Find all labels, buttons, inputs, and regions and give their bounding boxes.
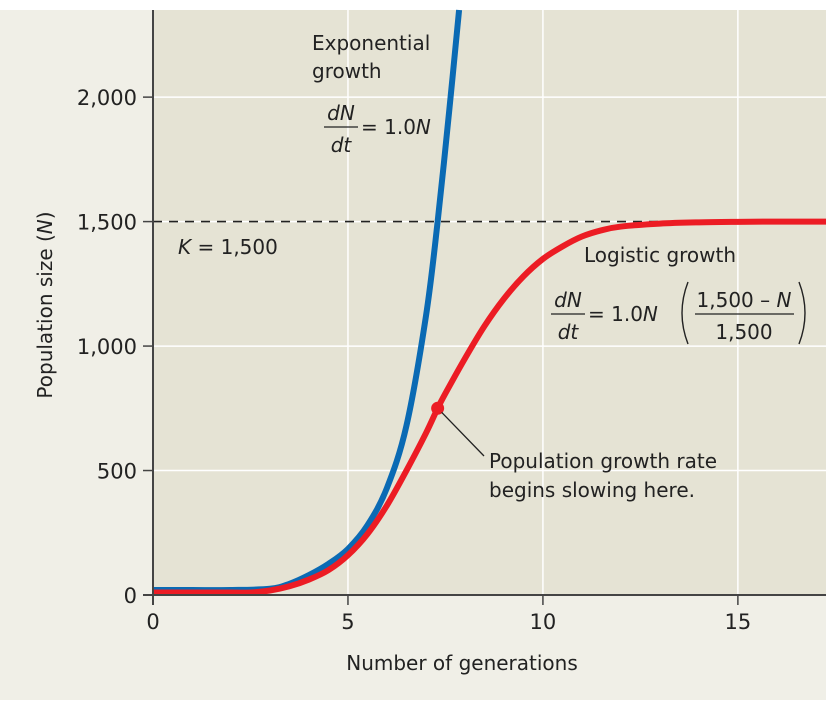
logistic-annotation: Logistic growth dN dt = 1.0N 1,500 – N 1…: [551, 243, 806, 345]
logistic-eq-num: dN: [554, 288, 582, 312]
exponential-eq-den: dt: [331, 133, 353, 157]
logistic-eq-frac-num-prefix: 1,500 –: [697, 288, 777, 312]
y-axis-label-var: N: [33, 219, 57, 234]
exponential-eq-num: dN: [327, 101, 355, 125]
plot-area: [153, 10, 826, 595]
exponential-eq-rhs-var: N: [416, 115, 431, 139]
x-tick-label: 10: [530, 610, 557, 634]
exponential-label-line2: growth: [312, 59, 382, 83]
logistic-eq-right-paren: [798, 281, 806, 345]
logistic-eq-rhs: = 1.0N: [588, 302, 658, 326]
y-tick-label: 1,500: [77, 211, 137, 235]
inflection-point-marker: [431, 401, 445, 415]
y-axis-label: Population size (N): [33, 211, 57, 398]
logistic-eq-den: dt: [558, 320, 580, 344]
inflection-annotation: Population growth rate begins slowing he…: [441, 411, 717, 502]
logistic-eq-frac-num-var: N: [777, 288, 792, 312]
y-axis-label-part: ): [33, 211, 57, 219]
logistic-eq-frac-num: 1,500 – N: [697, 288, 792, 312]
axes: [143, 10, 826, 605]
x-axis-label: Number of generations: [346, 651, 578, 675]
logistic-eq-rhs-var: N: [643, 302, 658, 326]
logistic-label: Logistic growth: [584, 243, 736, 267]
y-tick-label: 1,000: [77, 335, 137, 359]
series-layer: [153, 9, 827, 596]
x-tick-label: 15: [725, 610, 752, 634]
logistic-eq-frac-den: 1,500: [715, 320, 772, 344]
exponential-annotation: Exponential growth dN dt = 1.0N: [312, 31, 431, 157]
y-tick-label: 500: [97, 460, 137, 484]
exponential-eq-rhs-prefix: = 1.0: [361, 115, 416, 139]
tick-labels: 0 500 1,000 1,500 2,000 0 5 10 15: [77, 86, 751, 634]
k-label: K = 1,500: [178, 235, 278, 259]
logistic-eq-left-paren: [681, 281, 689, 345]
inflection-callout-line: [441, 411, 485, 457]
exponential-label-line1: Exponential: [312, 31, 430, 55]
inflection-text-line1: Population growth rate: [489, 449, 717, 473]
logistic-growth-curve: [153, 218, 827, 596]
x-tick-label: 5: [341, 610, 354, 634]
k-label-value: = 1,500: [191, 235, 278, 259]
inflection-text-line2: begins slowing here.: [489, 478, 695, 502]
y-tick-label: 0: [124, 584, 137, 608]
exponential-eq-rhs: = 1.0N: [361, 115, 431, 139]
x-tick-label: 0: [146, 610, 159, 634]
logistic-eq-rhs-prefix: = 1.0: [588, 302, 643, 326]
k-label-var: K: [178, 235, 193, 259]
y-tick-label: 2,000: [77, 86, 137, 110]
y-axis-label-part: Population size (: [33, 234, 57, 398]
